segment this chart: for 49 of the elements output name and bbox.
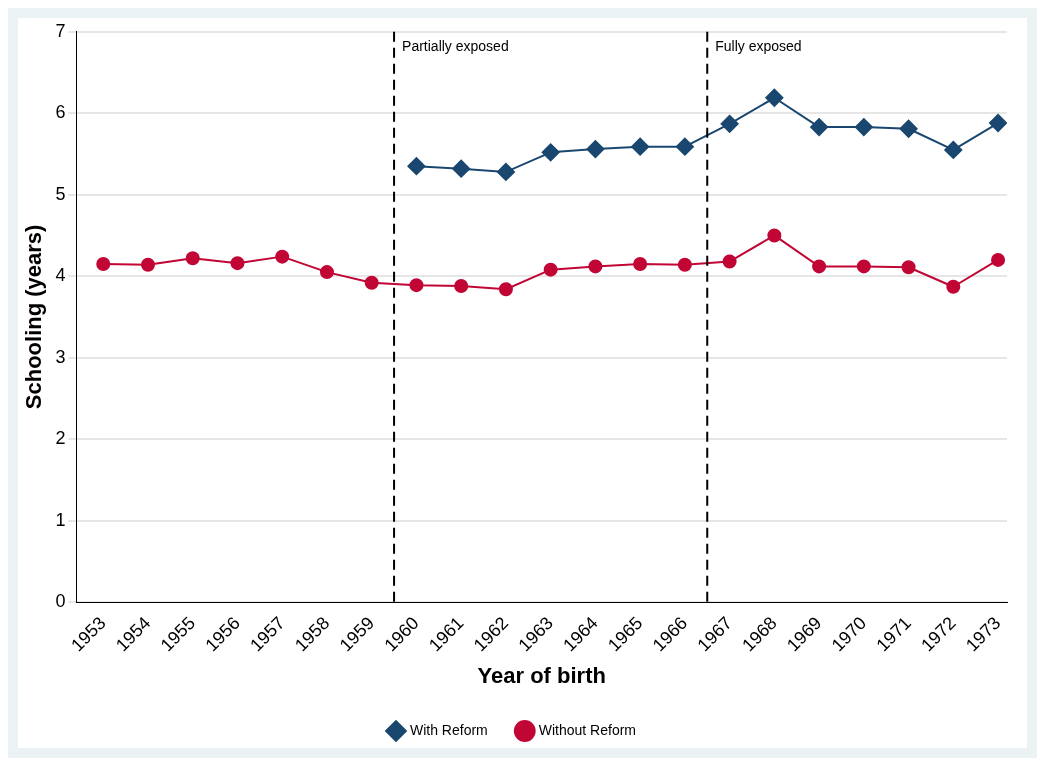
point bbox=[141, 257, 155, 272]
y-tick-label: 1 bbox=[55, 509, 66, 530]
point bbox=[901, 260, 916, 275]
point bbox=[854, 118, 873, 137]
y-tick-label: 4 bbox=[55, 265, 66, 286]
point bbox=[944, 140, 963, 159]
point bbox=[720, 114, 739, 133]
point bbox=[541, 143, 560, 162]
y-tick-label: 6 bbox=[55, 102, 66, 123]
x-axis-title: Year of birth bbox=[477, 662, 606, 688]
ref-line-label: Fully exposed bbox=[715, 37, 802, 54]
point bbox=[452, 159, 471, 178]
point bbox=[588, 259, 603, 274]
point bbox=[991, 252, 1006, 267]
legend-label: With Reform bbox=[409, 721, 488, 738]
y-tick-label: 7 bbox=[55, 20, 66, 41]
point bbox=[631, 137, 650, 156]
point bbox=[899, 119, 918, 138]
point bbox=[407, 157, 426, 176]
point bbox=[989, 114, 1007, 133]
point bbox=[230, 256, 245, 271]
point bbox=[767, 228, 782, 243]
point bbox=[364, 275, 379, 290]
y-tick-label: 0 bbox=[55, 590, 66, 611]
point bbox=[498, 282, 513, 297]
y-tick-label: 3 bbox=[55, 346, 66, 367]
point bbox=[812, 259, 827, 274]
point bbox=[722, 254, 737, 269]
point bbox=[185, 251, 200, 266]
point bbox=[319, 265, 334, 280]
point bbox=[586, 140, 605, 159]
y-tick-label: 5 bbox=[55, 183, 66, 204]
point bbox=[810, 118, 829, 137]
point bbox=[856, 259, 871, 274]
y-axis-title: Schooling (years) bbox=[21, 224, 47, 410]
point bbox=[677, 257, 692, 272]
point bbox=[633, 256, 648, 271]
point bbox=[946, 279, 961, 294]
legend-label: Without Reform bbox=[538, 721, 637, 738]
ref-line-label: Partially exposed bbox=[402, 37, 509, 54]
y-tick-label: 2 bbox=[55, 428, 66, 449]
point bbox=[675, 137, 694, 156]
point bbox=[409, 278, 424, 293]
point bbox=[275, 249, 290, 264]
point bbox=[96, 256, 111, 271]
point bbox=[496, 162, 515, 181]
point bbox=[765, 88, 784, 107]
point bbox=[543, 262, 558, 277]
point bbox=[454, 278, 469, 293]
